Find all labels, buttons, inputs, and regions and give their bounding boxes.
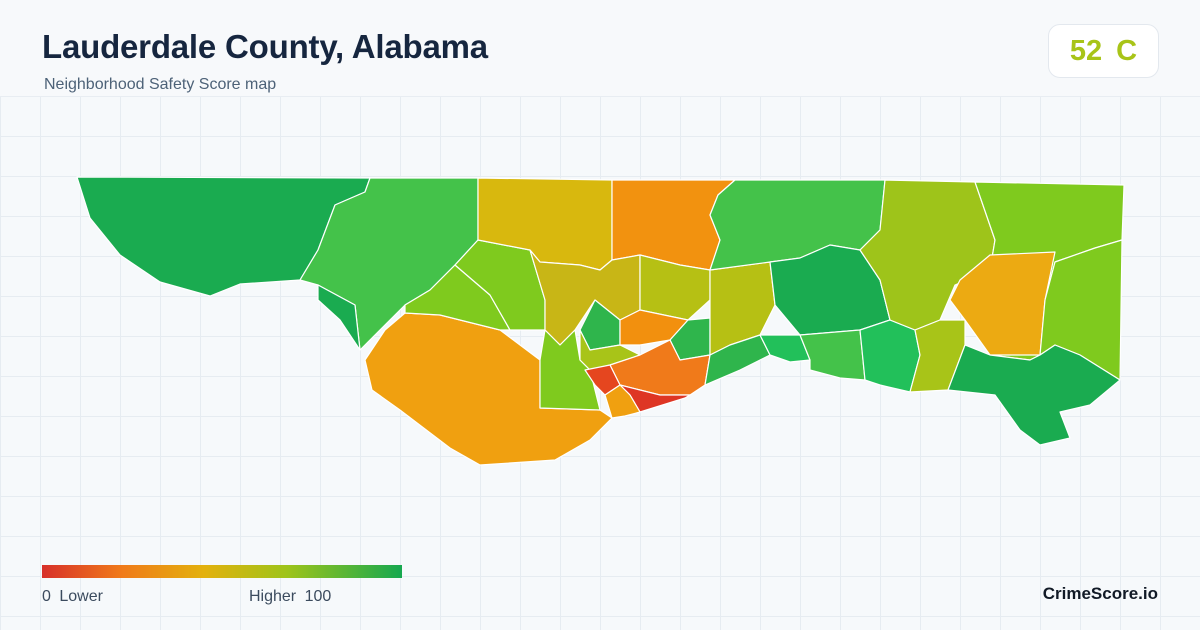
map-region-west-strip[interactable] [317, 284, 361, 351]
legend-low-text: Lower [59, 588, 103, 605]
page-subtitle: Neighborhood Safety Score map [44, 76, 277, 93]
legend-high-text: Higher [249, 588, 297, 605]
legend-low-label: 0 Lower [42, 588, 103, 606]
legend-gradient-bar [42, 565, 402, 578]
map-region-core-amber[interactable] [604, 384, 641, 419]
legend-high-value: 100 [304, 588, 332, 605]
map-region-southeast[interactable] [947, 344, 1121, 446]
map-region-shore-4[interactable] [859, 319, 921, 393]
map-region-southwest[interactable] [364, 312, 613, 466]
header-band [0, 0, 1200, 97]
legend-high-label: Higher 100 [249, 588, 331, 606]
score-badge: 52 C [1048, 24, 1159, 78]
brand-logo-text: CrimeScore.io [1042, 584, 1158, 603]
legend-low-value: 0 [42, 588, 51, 605]
score-grade: C [1116, 34, 1138, 67]
page-title: Lauderdale County, Alabama [42, 28, 488, 65]
score-value: 52 [1069, 34, 1103, 67]
map-region-shore-3[interactable] [799, 329, 866, 381]
map-region-shore-2[interactable] [759, 334, 811, 363]
